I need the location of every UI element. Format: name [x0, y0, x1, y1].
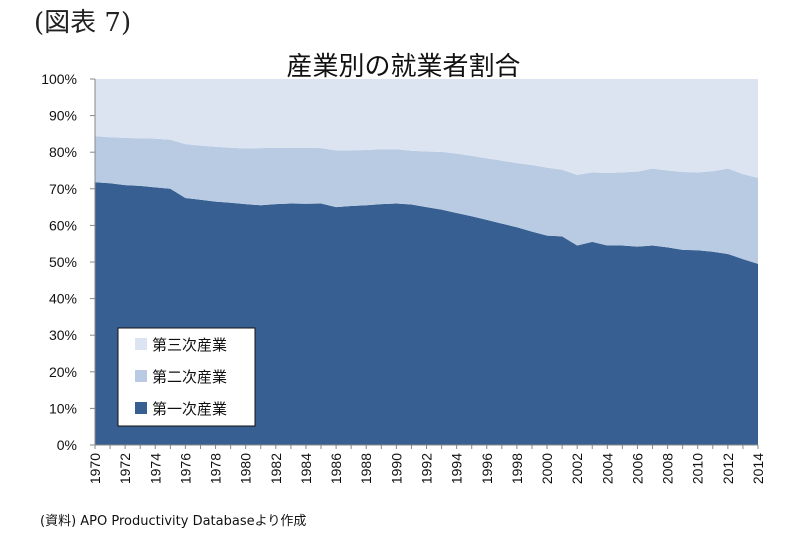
x-tick-label: 1984: [298, 453, 314, 484]
x-tick-label: 1976: [177, 453, 193, 484]
x-tick-label: 1996: [479, 453, 495, 484]
y-tick-label: 30%: [49, 327, 77, 343]
source-note: (資料) APO Productivity Databaseより作成: [40, 514, 307, 529]
figure-label: (図表 7): [34, 8, 132, 38]
x-tick-label: 1970: [87, 453, 103, 484]
x-tick-label: 1980: [238, 453, 254, 484]
legend-label: 第一次産業: [152, 400, 227, 418]
x-tick-label: 1994: [449, 453, 465, 484]
x-tick-label: 2014: [750, 453, 766, 484]
y-tick-label: 60%: [49, 217, 77, 233]
x-tick-label: 2006: [629, 453, 645, 484]
x-tick-label: 2004: [599, 453, 615, 484]
axes: [90, 78, 759, 449]
y-axis-tick-labels: 0% 10% 20% 30% 40% 50% 60% 70% 80% 90% 100%: [41, 71, 77, 453]
area-series-2: [95, 136, 758, 264]
x-tick-label: 1982: [268, 453, 284, 484]
legend-swatch: [135, 370, 147, 382]
legend-swatch: [135, 402, 147, 414]
legend-swatch: [135, 338, 147, 350]
area-series-1: [95, 182, 758, 445]
area-series-3: [95, 79, 758, 178]
chart-title: 産業別の就業者割合: [286, 52, 521, 82]
y-tick-label: 70%: [49, 181, 77, 197]
legend-label: 第三次産業: [152, 336, 227, 354]
x-tick-label: 1978: [208, 453, 224, 484]
legend-label: 第二次産業: [152, 368, 227, 386]
area-layers: [95, 79, 758, 445]
x-tick-label: 1986: [328, 453, 344, 484]
x-tick-label: 1972: [117, 453, 133, 484]
x-tick-label: 1992: [419, 453, 435, 484]
x-tick-label: 2008: [660, 453, 676, 484]
y-tick-label: 80%: [49, 144, 77, 160]
y-tick-label: 0%: [57, 437, 77, 453]
x-tick-label: 2000: [539, 453, 555, 484]
x-tick-label: 2010: [690, 453, 706, 484]
x-tick-label: 1974: [147, 453, 163, 484]
y-tick-label: 40%: [49, 291, 77, 307]
x-tick-label: 2012: [720, 453, 736, 484]
x-tick-label: 2002: [569, 453, 585, 484]
y-tick-label: 10%: [49, 400, 77, 416]
x-tick-label: 1988: [358, 453, 374, 484]
x-tick-label: 1998: [509, 453, 525, 484]
x-tick-label: 1990: [388, 453, 404, 484]
y-tick-label: 50%: [49, 254, 77, 270]
y-tick-label: 20%: [49, 364, 77, 380]
y-tick-label: 100%: [41, 71, 77, 87]
y-tick-label: 90%: [49, 108, 77, 124]
x-axis-tick-labels: 1970 1972 1974 1976 1978 1980 1982 1984 1986 1988…: [87, 453, 766, 484]
